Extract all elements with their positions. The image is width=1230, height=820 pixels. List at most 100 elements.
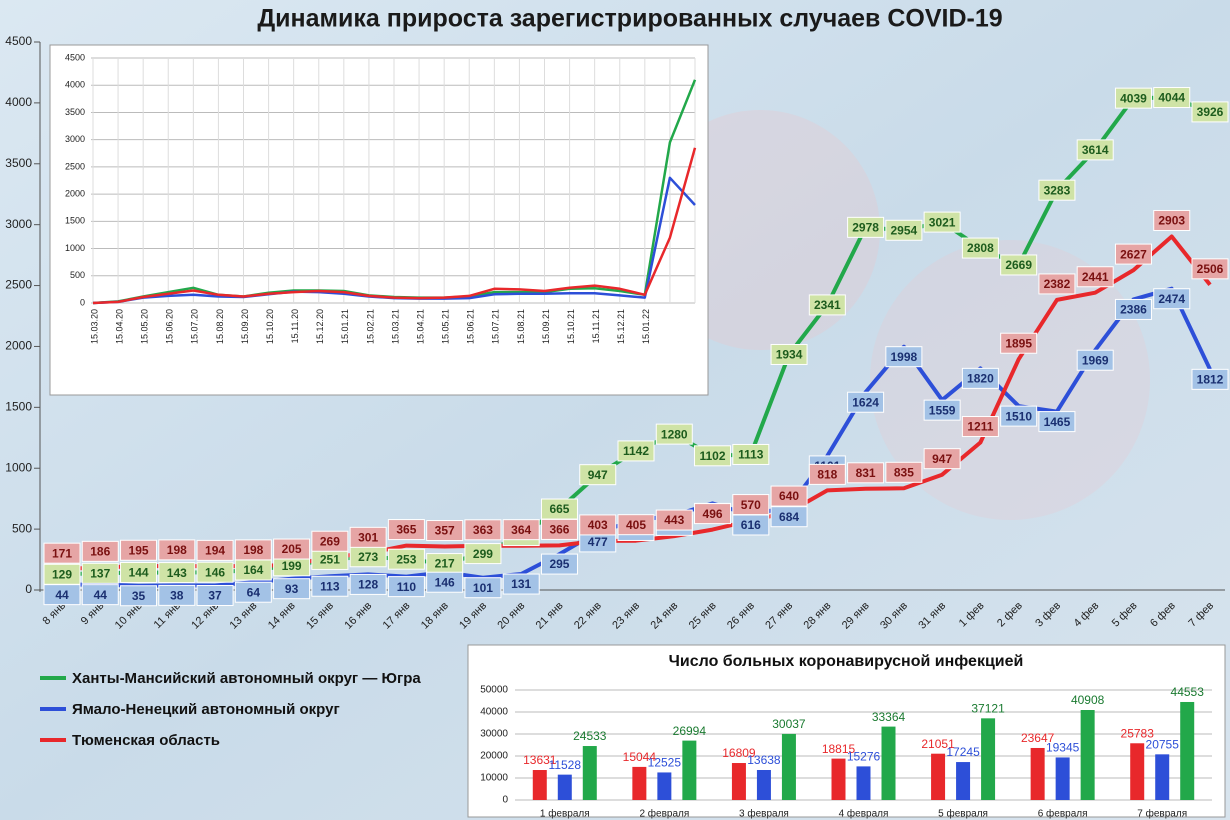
data-label: 3021 [929, 215, 956, 229]
label-box [81, 540, 119, 562]
label-box [1191, 101, 1229, 123]
y-tick-label: 0 [80, 297, 85, 307]
data-label: 2341 [814, 298, 841, 312]
label-box [158, 539, 196, 561]
label-box [464, 519, 502, 541]
data-label: 1280 [661, 427, 688, 441]
x-tick-label: 15.02.21 [365, 309, 375, 344]
data-label: 1211 [967, 420, 993, 434]
x-tick-label: 15.08.21 [516, 309, 526, 344]
label-box [273, 538, 311, 560]
data-label: 128 [358, 578, 378, 592]
data-label: 25783 [1121, 726, 1155, 740]
y-tick-label: 0 [25, 582, 32, 596]
inset-chart: 0 500 1000 1500 2000 2500 3000 3500 4000 4500 15.0… [49, 44, 709, 396]
label-box [387, 519, 425, 541]
data-label: 2808 [967, 241, 994, 255]
x-tick-label: 15.09.20 [240, 309, 250, 344]
y-tick-label: 3500 [5, 156, 32, 170]
data-label: 110 [397, 580, 417, 594]
label-box [655, 423, 693, 445]
x-tick-label: 5 февраля [938, 808, 988, 820]
data-label: 35 [132, 589, 146, 603]
bar [981, 718, 996, 800]
data-label: 2627 [1120, 247, 1147, 261]
data-label: 21051 [921, 737, 955, 751]
label-box [655, 509, 693, 531]
label-box [923, 211, 961, 233]
data-label: 1812 [1197, 373, 1224, 387]
data-label: 1969 [1082, 353, 1109, 367]
bar-chart: Число больных коронавирусной инфекцией 0… [467, 644, 1226, 820]
x-tick-label: 15.10.21 [566, 309, 576, 344]
data-label: 2441 [1082, 270, 1109, 284]
label-box [349, 526, 387, 548]
y-tick-label: 30000 [480, 729, 508, 740]
data-label: 44 [94, 588, 108, 602]
data-label: 3926 [1197, 105, 1224, 119]
data-label: 2954 [891, 223, 918, 237]
label-box [349, 573, 387, 595]
data-label: 443 [664, 513, 684, 527]
label-box [1000, 254, 1038, 276]
data-label: 2903 [1158, 214, 1185, 228]
bar [582, 746, 597, 800]
y-tick-label: 2500 [65, 161, 85, 171]
label-box [158, 562, 196, 584]
label-box [81, 562, 119, 584]
label-box [81, 584, 119, 606]
data-label: 684 [779, 510, 799, 524]
data-label: 18815 [822, 742, 856, 756]
label-box [961, 367, 999, 389]
label-box [847, 391, 885, 413]
x-tick-label: 15.06.21 [466, 309, 476, 344]
label-box [311, 530, 349, 552]
label-box [120, 585, 158, 607]
label-box [1153, 209, 1191, 231]
data-label: 831 [856, 466, 876, 480]
label-box [808, 294, 846, 316]
x-tick-label: 15.12.20 [315, 309, 325, 344]
bar [756, 769, 771, 800]
data-label: 199 [282, 559, 302, 573]
data-label: 616 [741, 518, 761, 532]
y-tick-label: 3500 [65, 107, 85, 117]
y-tick-label: 1000 [5, 460, 32, 474]
y-tick-label: 1500 [5, 400, 32, 414]
x-tick-label: 15.10.20 [265, 309, 275, 344]
label-box [540, 553, 578, 575]
y-tick-label: 2000 [65, 188, 85, 198]
label-box [120, 539, 158, 561]
label-box [426, 520, 464, 542]
data-label: 357 [435, 524, 455, 538]
label-box [234, 539, 272, 561]
data-label: 1998 [891, 350, 918, 364]
data-label: 364 [511, 523, 531, 537]
data-label: 44553 [1171, 685, 1205, 699]
label-box [1076, 349, 1114, 371]
label-box [196, 539, 234, 561]
label-box [885, 346, 923, 368]
label-box [464, 577, 502, 599]
x-tick-label: 15.05.21 [441, 309, 451, 344]
label-box [732, 494, 770, 516]
x-tick-label: 15.01.22 [641, 309, 651, 344]
label-box [1076, 266, 1114, 288]
data-label: 835 [894, 465, 914, 479]
data-label: 1113 [738, 448, 764, 462]
data-label: 3283 [1044, 183, 1071, 197]
y-tick-label: 3000 [65, 134, 85, 144]
bar [781, 733, 796, 800]
label-box [1153, 288, 1191, 310]
label-box [234, 581, 272, 603]
label-box [387, 548, 425, 570]
bar [1055, 757, 1070, 800]
bar [931, 753, 946, 800]
data-label: 113 [320, 579, 340, 593]
data-label: 366 [549, 523, 569, 537]
x-tick-label: 15.06.20 [165, 309, 175, 344]
x-tick-label: 15.04.20 [114, 309, 124, 344]
data-label: 4044 [1158, 91, 1185, 105]
